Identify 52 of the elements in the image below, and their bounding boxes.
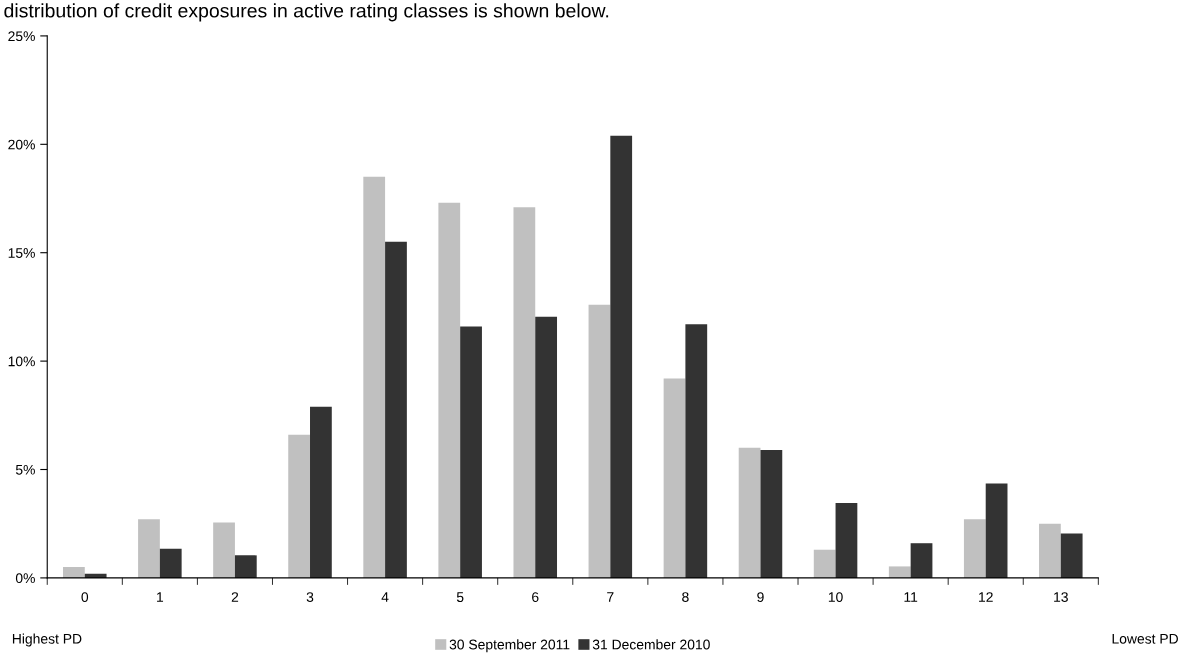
bar bbox=[963, 519, 986, 578]
bar bbox=[234, 555, 257, 578]
bar bbox=[588, 304, 611, 578]
bar bbox=[310, 406, 332, 578]
bar bbox=[685, 324, 708, 578]
bar bbox=[610, 135, 633, 578]
y-tick-label: 25% bbox=[8, 31, 35, 42]
y-tick-label: 15% bbox=[8, 248, 35, 258]
bar bbox=[363, 176, 386, 578]
chart-title: distribution of credit exposures in active rating classes is shown below. bbox=[4, 3, 609, 22]
x-tick-label: 2 bbox=[231, 592, 239, 602]
bar bbox=[438, 202, 461, 578]
y-tick-label: 0% bbox=[15, 573, 35, 584]
bar bbox=[385, 241, 407, 578]
x-tick-label: 0 bbox=[81, 592, 89, 602]
legend-label: 31 December 2010 bbox=[592, 639, 710, 650]
bar bbox=[288, 434, 311, 578]
bar bbox=[63, 567, 85, 578]
x-tick-label: 4 bbox=[381, 592, 389, 602]
legend-label: 30 September 2011 bbox=[449, 639, 570, 653]
bar bbox=[213, 522, 235, 578]
x-tick-label: 9 bbox=[757, 592, 764, 602]
x-tick-label: 10 bbox=[828, 592, 843, 602]
bar bbox=[1039, 523, 1061, 578]
bar bbox=[138, 519, 160, 578]
x-tick-label: 12 bbox=[979, 592, 993, 602]
bar bbox=[460, 326, 482, 578]
bar bbox=[760, 450, 783, 578]
x-tick-label: 6 bbox=[532, 592, 539, 602]
y-tick-label: 20% bbox=[8, 139, 35, 150]
bar bbox=[888, 566, 911, 578]
x-tick-label: 11 bbox=[904, 592, 918, 602]
bar bbox=[663, 378, 686, 578]
bar bbox=[513, 207, 536, 578]
x-tick-label: 7 bbox=[607, 592, 614, 602]
text: Highest PD bbox=[12, 633, 82, 647]
text: Lowest PD bbox=[1112, 634, 1178, 644]
bar bbox=[835, 503, 858, 578]
x-tick-label: 3 bbox=[306, 592, 314, 602]
x-tick-label: 13 bbox=[1054, 592, 1068, 602]
x-tick-label: 5 bbox=[456, 592, 464, 602]
bar bbox=[738, 447, 761, 578]
x-tick-label: 8 bbox=[682, 592, 689, 602]
bar bbox=[159, 548, 182, 578]
y-tick-label: 10% bbox=[8, 356, 35, 367]
bar bbox=[535, 316, 558, 578]
bar bbox=[813, 549, 836, 578]
bar bbox=[985, 483, 1008, 578]
y-tick-label: 5% bbox=[15, 464, 35, 475]
bar bbox=[1060, 533, 1083, 578]
x-tick-label: 1 bbox=[157, 592, 164, 602]
bar bbox=[910, 543, 933, 578]
